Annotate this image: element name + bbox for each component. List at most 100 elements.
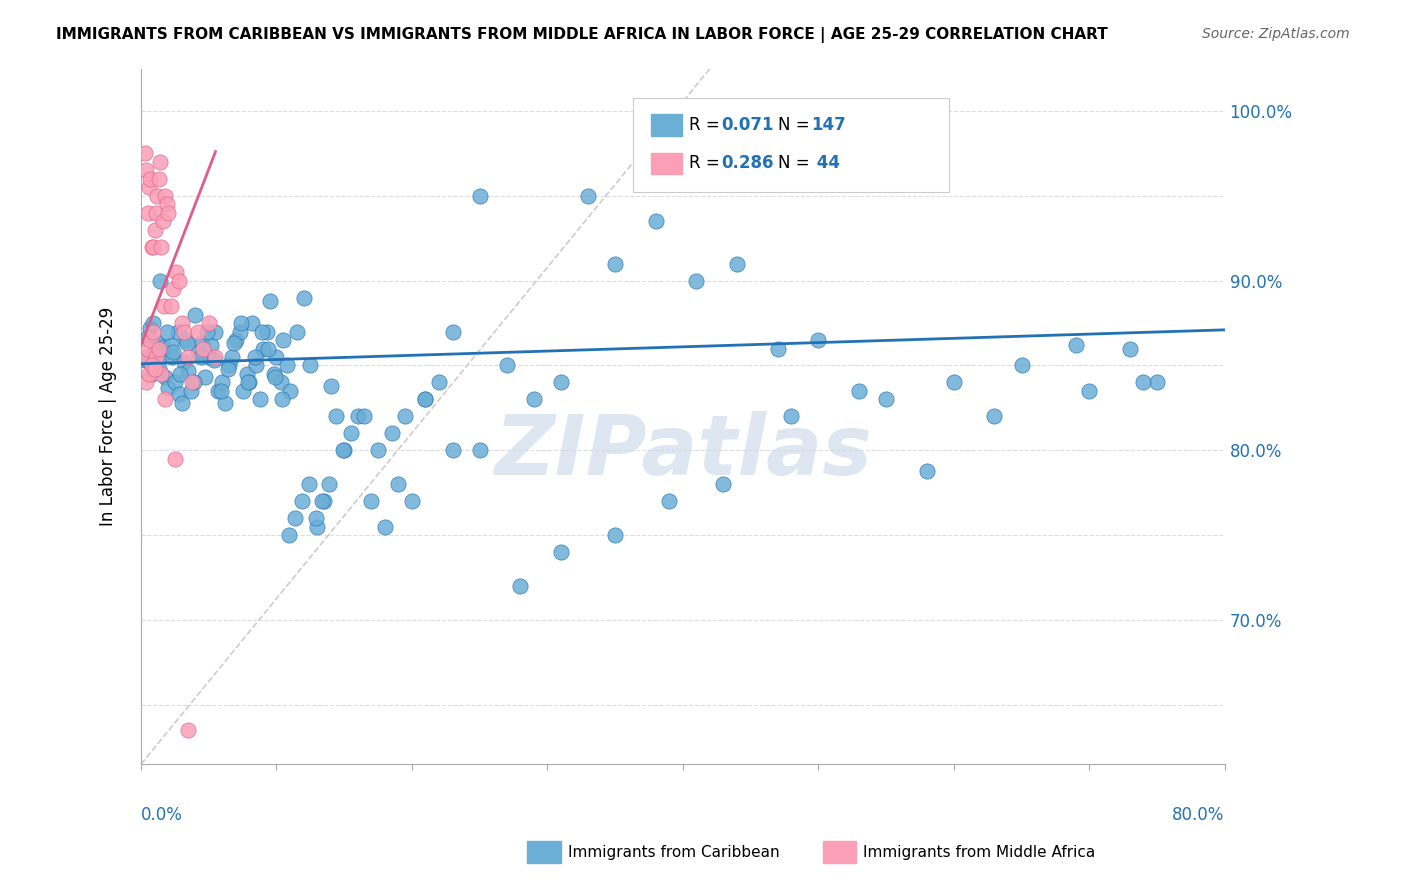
Point [250, 325, 273, 339]
Point [139, 333, 162, 347]
Point [163, 376, 186, 390]
Text: 0.0%: 0.0% [141, 806, 183, 824]
Point [245, 359, 267, 373]
Point [353, 409, 375, 424]
Point [138, 180, 160, 194]
Point [266, 350, 288, 364]
Point [603, 528, 626, 542]
Point [1064, 338, 1087, 352]
Point [249, 392, 271, 407]
Point [332, 443, 354, 458]
Text: 147: 147 [811, 116, 846, 134]
Point [468, 188, 491, 202]
Point [167, 387, 190, 401]
Point [197, 316, 219, 330]
Text: 80.0%: 80.0% [1173, 806, 1225, 824]
Point [167, 274, 190, 288]
Point [257, 342, 280, 356]
Point [152, 340, 174, 354]
Point [848, 384, 870, 398]
Point [134, 350, 156, 364]
Point [942, 376, 965, 390]
Point [165, 265, 187, 279]
Point [231, 316, 253, 330]
Point [276, 359, 298, 373]
Text: 44: 44 [811, 154, 841, 172]
Point [170, 396, 193, 410]
Point [325, 409, 347, 424]
Point [1119, 342, 1142, 356]
Point [427, 376, 450, 390]
Point [644, 214, 666, 228]
Point [134, 146, 156, 161]
Point [141, 359, 163, 373]
Point [156, 197, 179, 211]
Point [162, 345, 184, 359]
Point [177, 363, 200, 377]
Point [311, 494, 333, 508]
Point [181, 376, 204, 390]
Point [725, 257, 748, 271]
Point [766, 342, 789, 356]
Point [312, 494, 335, 508]
Point [145, 350, 167, 364]
Point [149, 154, 172, 169]
Point [401, 494, 423, 508]
Point [217, 362, 239, 376]
Point [143, 345, 166, 359]
Point [176, 336, 198, 351]
Point [263, 367, 285, 381]
Point [142, 325, 165, 339]
Point [346, 409, 368, 424]
Point [152, 214, 174, 228]
Point [270, 376, 292, 390]
Point [139, 321, 162, 335]
Point [162, 282, 184, 296]
Point [136, 206, 159, 220]
Point [139, 171, 162, 186]
Point [291, 494, 314, 508]
Point [658, 494, 681, 508]
Point [229, 325, 252, 339]
Point [173, 355, 195, 369]
Point [183, 376, 205, 390]
Point [550, 545, 572, 559]
Point [184, 308, 207, 322]
Point [156, 325, 179, 339]
Point [225, 333, 247, 347]
Point [148, 362, 170, 376]
Point [278, 384, 301, 398]
Point [299, 359, 322, 373]
Point [170, 316, 193, 330]
Point [207, 384, 229, 398]
Point [232, 384, 254, 398]
Point [169, 367, 191, 381]
Point [271, 333, 294, 347]
Point [150, 367, 173, 381]
Point [523, 392, 546, 407]
Text: 0.071: 0.071 [721, 116, 773, 134]
Point [191, 336, 214, 351]
Point [221, 350, 243, 364]
Point [211, 376, 233, 390]
Point [173, 325, 195, 339]
Point [1078, 384, 1101, 398]
Point [264, 370, 287, 384]
Point [307, 519, 329, 533]
Point [340, 426, 363, 441]
Point [983, 409, 1005, 424]
Point [685, 274, 707, 288]
Point [394, 409, 416, 424]
Point [159, 338, 181, 352]
Point [155, 188, 177, 202]
Text: 0.286: 0.286 [721, 154, 773, 172]
Point [136, 342, 159, 356]
Point [1011, 359, 1033, 373]
Point [603, 257, 626, 271]
Point [146, 336, 169, 351]
Point [1146, 376, 1168, 390]
Point [150, 240, 173, 254]
Point [875, 392, 897, 407]
Point [136, 329, 159, 343]
Point [441, 443, 464, 458]
